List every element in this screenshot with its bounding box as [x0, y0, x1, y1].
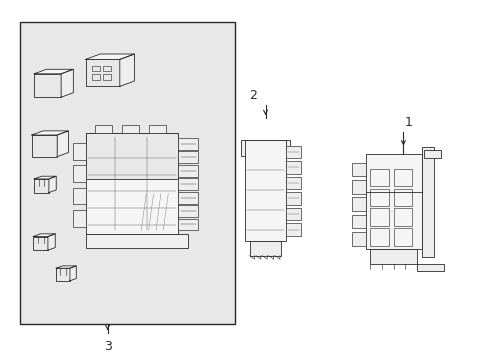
Bar — [351, 232, 365, 246]
Bar — [122, 125, 139, 133]
Bar — [95, 125, 112, 133]
Bar — [424, 150, 441, 158]
Polygon shape — [85, 54, 134, 59]
Bar — [32, 135, 57, 157]
Bar — [393, 169, 411, 186]
Bar — [92, 66, 100, 71]
Bar — [149, 125, 166, 133]
Bar — [286, 208, 301, 220]
Bar — [370, 189, 388, 206]
Bar — [92, 74, 100, 80]
Bar — [178, 151, 198, 163]
Bar — [370, 249, 416, 264]
Bar — [102, 74, 111, 80]
Polygon shape — [56, 266, 76, 268]
Bar — [393, 208, 411, 226]
Bar — [365, 154, 421, 249]
Bar — [73, 165, 85, 182]
Bar — [370, 228, 388, 246]
Bar — [20, 22, 234, 324]
Bar — [393, 189, 411, 206]
Bar — [85, 234, 188, 248]
Bar — [240, 140, 290, 156]
Polygon shape — [61, 69, 73, 97]
Text: 2: 2 — [249, 89, 257, 102]
Bar — [178, 219, 198, 230]
Bar — [85, 59, 120, 86]
Bar — [249, 241, 281, 256]
Bar — [286, 177, 301, 189]
Text: 1: 1 — [404, 116, 411, 129]
Polygon shape — [48, 234, 55, 250]
Bar — [56, 268, 70, 281]
Polygon shape — [57, 131, 68, 157]
Bar — [421, 147, 433, 256]
Bar — [73, 143, 85, 159]
Bar — [286, 161, 301, 174]
Polygon shape — [120, 54, 134, 86]
Bar — [178, 205, 198, 217]
Bar — [85, 133, 178, 179]
Bar — [178, 178, 198, 190]
Bar — [73, 188, 85, 204]
Bar — [102, 66, 111, 71]
Bar — [178, 192, 198, 203]
Bar — [370, 169, 388, 186]
Bar — [73, 210, 85, 227]
Bar — [351, 163, 365, 176]
Bar — [244, 140, 286, 241]
Polygon shape — [33, 234, 55, 237]
Bar — [34, 74, 61, 97]
Bar — [351, 215, 365, 228]
Bar — [351, 180, 365, 194]
Bar — [351, 197, 365, 211]
Bar — [286, 223, 301, 236]
Polygon shape — [34, 176, 56, 179]
Text: 3: 3 — [103, 340, 111, 353]
Polygon shape — [32, 131, 68, 135]
Bar — [178, 138, 198, 150]
Bar — [33, 237, 48, 250]
Bar — [178, 165, 198, 177]
Bar — [393, 228, 411, 246]
Bar — [416, 264, 443, 271]
Bar — [85, 133, 178, 234]
Bar — [286, 192, 301, 205]
Bar — [34, 179, 49, 193]
Polygon shape — [70, 266, 76, 281]
Bar — [370, 208, 388, 226]
Polygon shape — [34, 69, 73, 74]
Bar — [286, 146, 301, 158]
Polygon shape — [49, 176, 56, 193]
